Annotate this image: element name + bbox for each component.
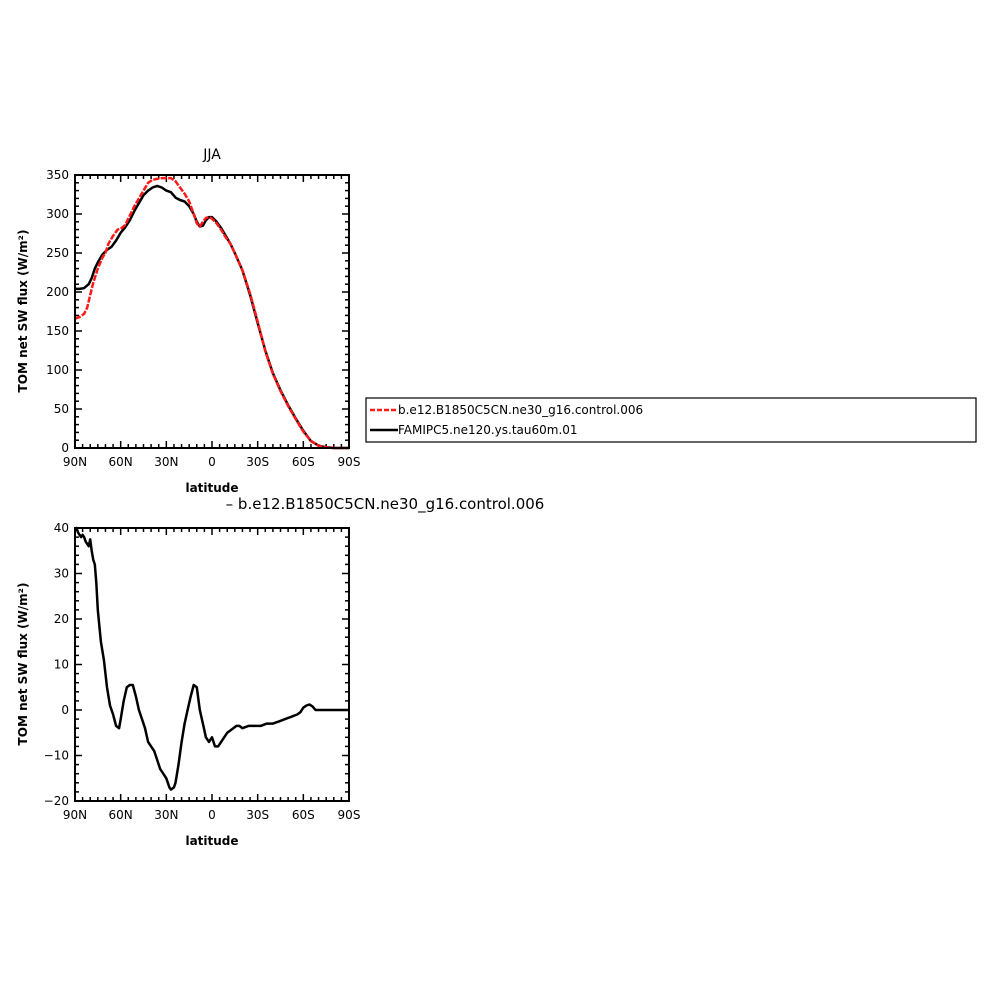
top-plot: JJA TOM net SW flux (W/m²) latitude 90N 6… <box>16 147 360 495</box>
bottom-plot-frame <box>74 527 350 802</box>
bottom-plot-xlabel: latitude <box>185 834 238 848</box>
x-tick-label: 60N <box>109 808 133 822</box>
legend-entry-control: b.e12.B1850C5CN.ne30_g16.control.006 <box>398 403 643 417</box>
x-tick-label: 30S <box>246 455 269 469</box>
y-tick-label: 200 <box>46 285 69 299</box>
y-tick-label: 0 <box>61 441 69 455</box>
x-tick-label: 90N <box>63 808 87 822</box>
y-tick-label: 20 <box>54 612 69 626</box>
y-tick-label: 350 <box>46 168 69 182</box>
y-tick-label: 30 <box>54 567 69 581</box>
series-line-0-0 <box>74 176 349 450</box>
series-line-0-1 <box>75 184 349 450</box>
top-plot-frame <box>74 174 350 449</box>
y-tick-label: −20 <box>44 794 69 808</box>
y-tick-label: 50 <box>54 402 69 416</box>
bottom-plot: – b.e12.B1850C5CN.ne30_g16.control.006 T… <box>16 495 544 848</box>
y-tick-label: 250 <box>46 246 69 260</box>
x-tick-label: 30N <box>154 455 178 469</box>
x-tick-label: 90S <box>338 455 361 469</box>
x-tick-label: 30S <box>246 808 269 822</box>
top-plot-ylabel: TOM net SW flux (W/m²) <box>16 230 30 393</box>
legend-box <box>365 397 977 443</box>
x-tick-label: 60S <box>292 455 315 469</box>
series-line-1-0 <box>73 526 349 791</box>
y-tick-label: −10 <box>44 749 69 763</box>
legend: b.e12.B1850C5CN.ne30_g16.control.006 FAM… <box>365 397 977 443</box>
y-tick-label: 100 <box>46 363 69 377</box>
x-tick-label: 60S <box>292 808 315 822</box>
legend-entry-famip: FAMIPC5.ne120.ys.tau60m.01 <box>398 423 578 437</box>
top-plot-xlabel: latitude <box>185 481 238 495</box>
y-tick-label: 0 <box>61 703 69 717</box>
x-tick-label: 90S <box>338 808 361 822</box>
bottom-plot-title: – b.e12.B1850C5CN.ne30_g16.control.006 <box>226 495 545 514</box>
y-tick-label: 300 <box>46 207 69 221</box>
x-tick-label: 0 <box>208 808 216 822</box>
x-tick-label: 90N <box>63 455 87 469</box>
y-tick-label: 10 <box>54 658 69 672</box>
bottom-plot-ylabel: TOM net SW flux (W/m²) <box>16 583 30 746</box>
x-tick-label: 0 <box>208 455 216 469</box>
x-tick-label: 60N <box>109 455 133 469</box>
x-tick-label: 30N <box>154 808 178 822</box>
y-tick-label: 150 <box>46 324 69 338</box>
y-tick-label: 40 <box>54 521 69 535</box>
top-plot-title: JJA <box>202 147 221 163</box>
